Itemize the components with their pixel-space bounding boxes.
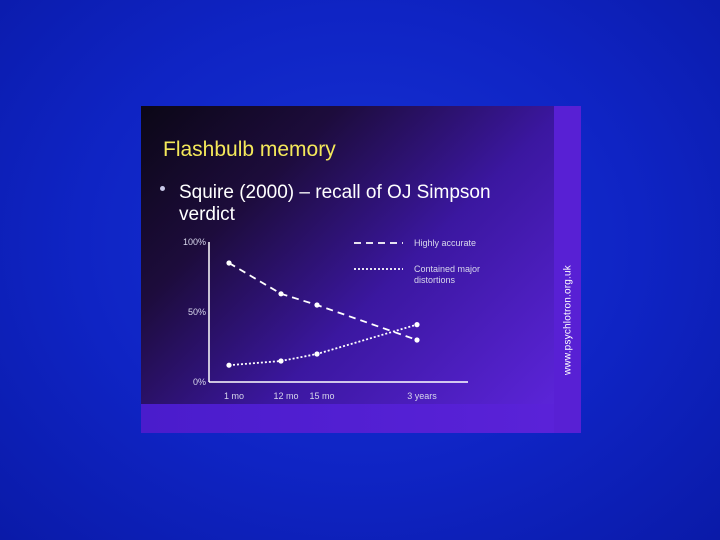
- series-line-2: [228, 323, 418, 367]
- bullet-icon: [160, 186, 165, 191]
- series-layer: [226, 260, 420, 368]
- data-point: [278, 358, 284, 364]
- slide-right-band: [554, 106, 581, 433]
- x-tick-labels: 1 mo 12 mo 15 mo 3 years: [224, 391, 437, 401]
- data-point: [314, 302, 320, 308]
- series-line-1: [228, 262, 418, 341]
- x-tick-label: 3 years: [407, 391, 437, 401]
- data-point: [414, 337, 420, 343]
- slide-bottom-band: [141, 404, 554, 433]
- data-point: [226, 260, 232, 266]
- bullet-text: Squire (2000) – recall of OJ Simpson ver…: [179, 182, 491, 225]
- slide-title: Flashbulb memory: [163, 138, 336, 161]
- y-tick-label: 50%: [188, 307, 206, 317]
- y-tick-label: 100%: [183, 237, 206, 247]
- y-tick-labels: 100% 50% 0%: [183, 237, 206, 387]
- slide: Flashbulb memory Squire (2000) – recall …: [141, 106, 581, 433]
- data-point: [314, 351, 320, 357]
- legend-label: Highly accurate: [414, 238, 476, 248]
- data-point: [226, 362, 232, 368]
- chart-legend: Highly accurate Contained major distortion…: [354, 238, 480, 285]
- legend-label: Contained major distortions: [414, 264, 480, 285]
- data-point: [278, 291, 284, 297]
- y-tick-label: 0%: [193, 377, 206, 387]
- x-tick-label: 12 mo: [273, 391, 298, 401]
- x-tick-label: 15 mo: [309, 391, 334, 401]
- slide-panel: [141, 106, 554, 404]
- watermark-url: www.psychlotron.org.uk: [562, 264, 574, 376]
- chart-axes: [208, 242, 468, 383]
- x-tick-label: 1 mo: [224, 391, 244, 401]
- line-chart: 100% 50% 0% 1 mo 12 mo 15 mo 3 years Highly a…: [183, 237, 480, 401]
- data-point: [414, 322, 420, 328]
